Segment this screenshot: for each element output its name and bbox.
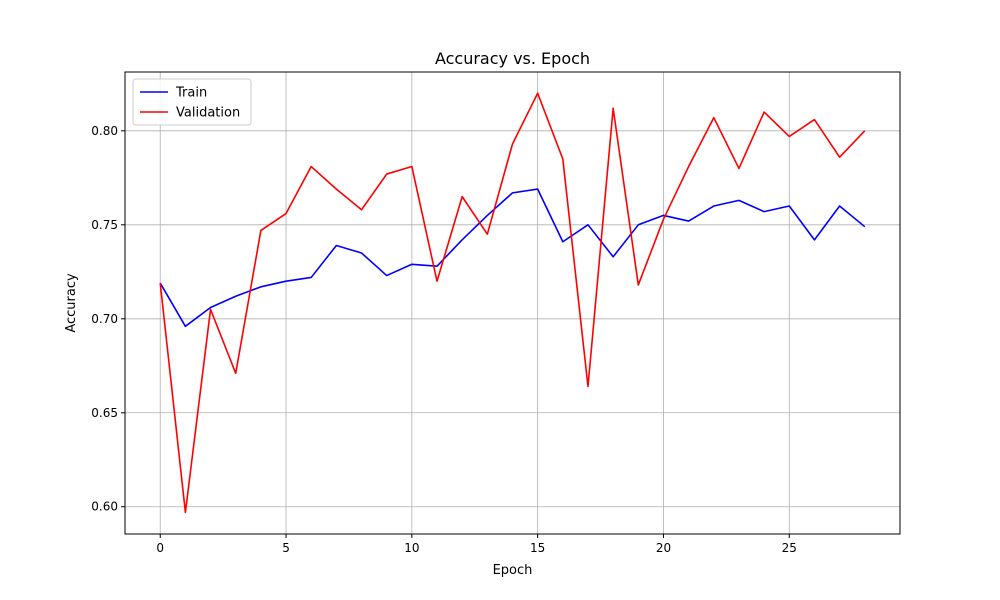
x-tick-label: 0 bbox=[156, 541, 164, 555]
legend-label-validation: Validation bbox=[176, 106, 240, 121]
legend-label-train: Train bbox=[175, 86, 207, 101]
series-lines bbox=[159, 92, 866, 514]
y-tick-label: 0.75 bbox=[91, 218, 118, 232]
y-tick-label: 0.80 bbox=[91, 124, 118, 138]
plot-frame bbox=[124, 71, 901, 535]
grid bbox=[125, 72, 900, 534]
x-tick-label: 5 bbox=[282, 541, 290, 555]
x-tick-label: 25 bbox=[782, 541, 797, 555]
chart-title: Accuracy vs. Epoch bbox=[435, 49, 590, 68]
x-tick-label: 15 bbox=[530, 541, 545, 555]
legend-box bbox=[132, 78, 252, 126]
legend: Train Validation bbox=[132, 78, 252, 126]
x-tick-label: 10 bbox=[404, 541, 419, 555]
x-axis-label: Epoch bbox=[493, 563, 533, 578]
axis-ticks: 0 5 10 15 20 25 0.60 0.65 0.70 0.75 0.80 bbox=[91, 124, 797, 555]
y-tick-label: 0.60 bbox=[91, 500, 118, 514]
y-axis-label: Accuracy bbox=[64, 273, 79, 333]
y-tick-label: 0.65 bbox=[91, 406, 118, 420]
x-tick-label: 20 bbox=[656, 541, 671, 555]
y-tick-label: 0.70 bbox=[91, 312, 118, 326]
series-line-train bbox=[159, 188, 866, 328]
series-line-validation bbox=[159, 92, 866, 514]
